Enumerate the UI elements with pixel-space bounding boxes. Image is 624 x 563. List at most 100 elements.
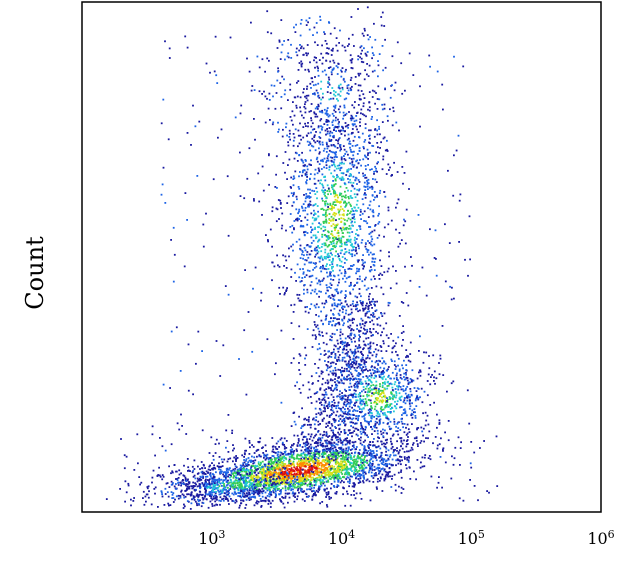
data-point xyxy=(328,222,330,224)
data-point xyxy=(318,147,320,150)
data-point xyxy=(330,448,333,451)
data-point xyxy=(350,462,353,464)
data-point xyxy=(256,502,259,505)
data-point xyxy=(297,473,300,476)
data-point xyxy=(379,133,381,136)
data-point xyxy=(225,490,228,493)
data-point xyxy=(336,174,338,176)
data-point xyxy=(316,108,319,110)
data-point xyxy=(257,461,260,464)
data-point xyxy=(267,458,270,461)
data-point xyxy=(317,82,320,85)
data-point xyxy=(327,474,330,477)
data-point xyxy=(340,75,343,78)
data-point xyxy=(276,477,279,479)
data-point xyxy=(272,462,275,465)
data-point xyxy=(351,475,353,478)
data-point xyxy=(213,494,216,497)
data-point xyxy=(378,471,381,474)
data-point xyxy=(234,465,237,468)
data-point xyxy=(232,486,235,489)
data-point xyxy=(193,468,196,470)
data-point xyxy=(362,366,365,368)
data-point xyxy=(209,485,211,488)
data-point xyxy=(334,224,336,227)
data-point xyxy=(214,479,216,482)
data-point xyxy=(299,469,302,472)
data-point xyxy=(360,108,363,111)
data-point xyxy=(375,170,377,172)
data-point xyxy=(352,175,355,178)
data-point xyxy=(326,263,328,266)
data-point xyxy=(332,458,335,461)
data-point xyxy=(222,479,225,482)
data-point xyxy=(320,227,323,230)
data-point xyxy=(301,473,304,476)
data-point xyxy=(386,474,389,477)
data-point xyxy=(196,493,199,496)
data-point xyxy=(183,505,186,508)
data-point xyxy=(280,501,283,503)
data-point xyxy=(335,474,338,476)
data-point xyxy=(371,450,373,453)
data-point xyxy=(295,486,298,489)
data-point xyxy=(334,198,337,201)
data-point xyxy=(462,65,465,68)
data-point xyxy=(311,495,314,498)
data-point xyxy=(320,255,323,258)
data-point xyxy=(258,466,261,469)
data-point xyxy=(328,286,331,288)
data-point xyxy=(378,98,381,101)
data-point xyxy=(300,300,303,302)
data-point xyxy=(191,471,194,474)
data-point xyxy=(248,489,251,492)
data-point xyxy=(369,454,372,456)
data-point xyxy=(386,463,388,465)
data-point xyxy=(171,471,174,474)
data-point xyxy=(252,462,255,465)
data-point xyxy=(362,267,365,270)
data-point xyxy=(203,464,205,467)
data-point xyxy=(349,456,352,459)
data-point xyxy=(326,145,329,148)
data-point xyxy=(368,253,370,256)
data-point xyxy=(344,473,346,476)
data-point xyxy=(302,136,305,139)
data-point xyxy=(327,52,330,55)
data-point xyxy=(290,268,293,271)
data-point xyxy=(343,201,346,203)
data-point xyxy=(344,297,346,299)
data-point xyxy=(286,479,289,482)
data-point xyxy=(332,265,334,268)
data-point xyxy=(326,147,329,150)
data-point xyxy=(345,439,347,442)
data-point xyxy=(368,469,371,472)
data-point xyxy=(353,446,355,449)
data-point xyxy=(316,467,318,470)
data-point xyxy=(287,476,290,479)
data-point xyxy=(314,484,317,486)
data-point xyxy=(307,188,309,191)
data-point xyxy=(339,146,342,149)
data-point xyxy=(250,469,253,472)
data-point xyxy=(316,466,318,468)
data-point xyxy=(212,497,215,500)
data-point xyxy=(268,474,271,477)
data-point xyxy=(326,487,328,490)
data-point xyxy=(194,482,196,485)
data-point xyxy=(257,172,260,175)
data-point xyxy=(400,239,403,241)
data-point xyxy=(326,457,328,460)
data-point xyxy=(240,104,243,107)
data-point xyxy=(196,480,199,483)
data-point xyxy=(333,109,336,112)
data-point xyxy=(327,153,330,156)
data-point xyxy=(368,204,371,207)
data-point xyxy=(283,40,285,42)
data-point xyxy=(307,203,310,206)
data-point xyxy=(309,192,311,194)
data-point xyxy=(371,185,373,188)
data-point xyxy=(348,275,351,278)
data-point xyxy=(327,235,330,237)
data-point xyxy=(306,253,308,256)
